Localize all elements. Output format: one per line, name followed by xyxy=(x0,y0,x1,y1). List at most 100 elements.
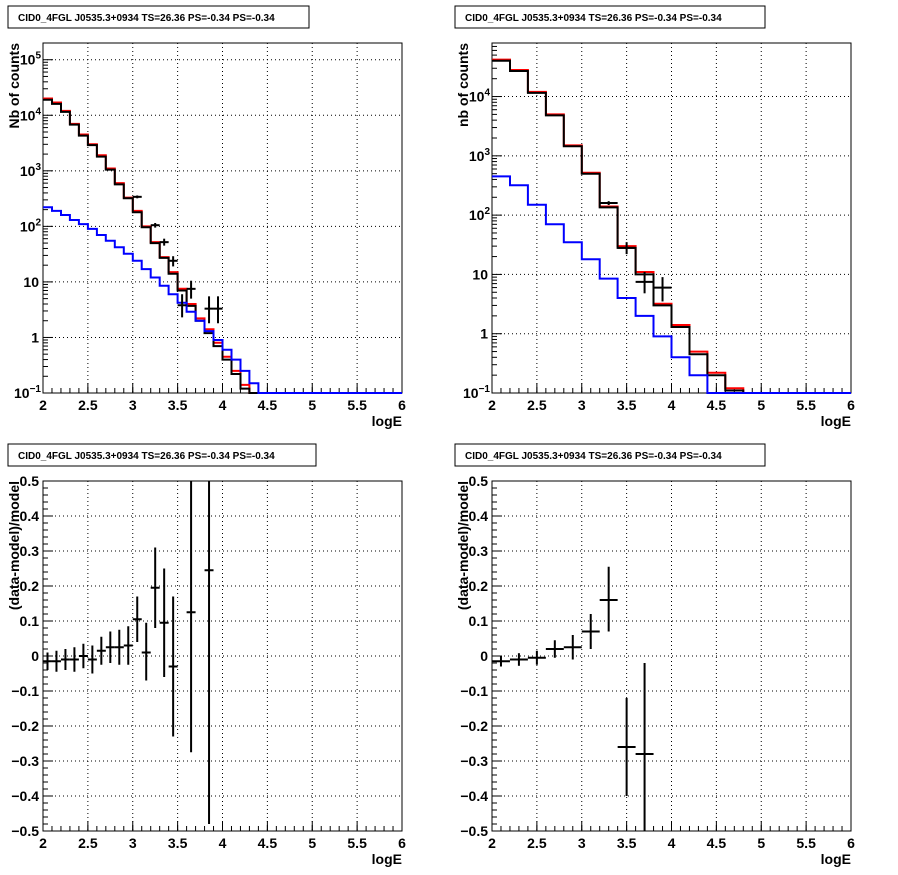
chart-panel-2: CID0_4FGL J0535.3+0934 TS=26.36 PS=-0.34… xyxy=(454,5,855,429)
y-tick-label: 10−1 xyxy=(463,384,490,401)
x-tick-label: 3 xyxy=(578,397,586,413)
plot-frame xyxy=(42,42,403,394)
x-tick-label: 4.5 xyxy=(258,835,278,851)
data-point xyxy=(545,640,564,658)
x-tick-label: 2 xyxy=(488,835,496,851)
y-tick-label: −0.1 xyxy=(460,683,488,699)
y-tick-label: 0.2 xyxy=(20,578,40,594)
y-tick-label: −0.4 xyxy=(11,788,39,804)
x-tick-label: 2 xyxy=(39,397,47,413)
x-tick-label: 4 xyxy=(219,397,227,413)
data-point xyxy=(159,568,169,677)
y-tick-label: 104 xyxy=(469,88,491,105)
y-tick-label: 0.1 xyxy=(20,613,40,629)
y-tick-label: 102 xyxy=(469,206,491,223)
data-point xyxy=(527,650,546,665)
x-tick-label: 3.5 xyxy=(168,835,188,851)
y-tick-label: −0.3 xyxy=(11,753,39,769)
data-point xyxy=(159,238,169,246)
x-tick-label: 4 xyxy=(219,835,227,851)
data-point xyxy=(150,222,160,228)
y-tick-label: 103 xyxy=(20,162,42,179)
data-point xyxy=(635,663,654,831)
chart-panel-1: CID0_4FGL J0535.3+0934 TS=26.36 PS=-0.34… xyxy=(6,5,406,429)
y-tick-label: 0.3 xyxy=(20,543,40,559)
y-tick-label: −0.4 xyxy=(460,788,488,804)
x-tick-label: 3 xyxy=(578,835,586,851)
chart-title: CID0_4FGL J0535.3+0934 TS=26.36 PS=-0.34… xyxy=(18,13,275,24)
x-tick-label: 4.5 xyxy=(258,397,278,413)
data-point xyxy=(204,481,214,824)
data-point xyxy=(186,280,196,299)
x-tick-label: 6 xyxy=(398,835,406,851)
x-tick-label: 3 xyxy=(129,835,137,851)
y-tick-label: 0.3 xyxy=(469,543,489,559)
x-tick-label: 5 xyxy=(757,835,765,851)
data-point xyxy=(114,629,124,665)
series-step-line-3 xyxy=(492,175,851,394)
y-tick-label: 105 xyxy=(20,51,42,68)
y-tick-label: 103 xyxy=(469,147,491,164)
data-point xyxy=(177,294,187,318)
x-tick-label: 6 xyxy=(398,397,406,413)
data-point xyxy=(132,596,142,642)
title-box xyxy=(7,5,310,29)
y-axis-label: (data-model)/model xyxy=(455,481,471,610)
x-axis-label: logE xyxy=(821,413,851,429)
data-point xyxy=(599,201,618,206)
x-tick-label: 5.5 xyxy=(796,397,816,413)
y-tick-label: 0.4 xyxy=(469,508,489,524)
x-tick-label: 5 xyxy=(757,397,765,413)
x-tick-label: 5 xyxy=(308,397,316,413)
x-axis-label: logE xyxy=(372,851,402,867)
x-tick-label: 5 xyxy=(308,835,316,851)
y-tick-label: 0.2 xyxy=(469,578,489,594)
title-box xyxy=(454,443,766,467)
y-tick-label: 0 xyxy=(31,648,39,664)
y-axis-label: Nb of counts xyxy=(6,43,22,129)
data-point xyxy=(509,653,528,666)
data-point xyxy=(78,643,88,669)
data-point xyxy=(105,631,115,663)
x-tick-label: 2.5 xyxy=(78,835,98,851)
data-point xyxy=(599,566,618,632)
y-tick-label: 0.5 xyxy=(469,473,489,489)
y-tick-label: 0.4 xyxy=(20,508,40,524)
x-tick-label: 3 xyxy=(129,397,137,413)
x-axis-label: logE xyxy=(372,413,402,429)
data-point xyxy=(132,195,142,199)
x-tick-label: 5.5 xyxy=(796,835,816,851)
chart-panel-3: CID0_4FGL J0535.3+0934 TS=26.36 PS=-0.34… xyxy=(6,443,406,867)
x-tick-label: 3.5 xyxy=(168,397,188,413)
data-point xyxy=(617,698,636,796)
data-point xyxy=(186,481,196,753)
x-tick-label: 5.5 xyxy=(347,835,367,851)
data-point xyxy=(150,547,160,628)
x-tick-label: 2 xyxy=(488,397,496,413)
y-tick-label: −0.2 xyxy=(11,718,39,734)
x-tick-label: 4.5 xyxy=(707,397,727,413)
data-point xyxy=(96,636,106,665)
data-point xyxy=(563,635,582,660)
y-tick-label: −0.5 xyxy=(460,823,488,839)
data-point xyxy=(60,649,70,670)
data-point xyxy=(87,645,97,674)
x-tick-label: 6 xyxy=(847,397,855,413)
data-point xyxy=(123,626,133,665)
chart-panel-4: CID0_4FGL J0535.3+0934 TS=26.36 PS=-0.34… xyxy=(454,443,855,867)
x-tick-label: 2 xyxy=(39,835,47,851)
title-box xyxy=(7,443,317,467)
y-tick-label: 0.5 xyxy=(20,473,40,489)
data-point xyxy=(617,242,636,255)
x-tick-label: 2.5 xyxy=(78,397,98,413)
x-tick-label: 2.5 xyxy=(527,397,547,413)
y-axis-label: nb of counts xyxy=(455,43,471,127)
data-point xyxy=(43,652,52,670)
y-tick-label: 0 xyxy=(480,648,488,664)
y-tick-label: 1 xyxy=(31,329,39,345)
y-tick-label: −0.1 xyxy=(11,683,39,699)
y-tick-label: 104 xyxy=(20,106,42,123)
x-tick-label: 2.5 xyxy=(527,835,547,851)
y-tick-label: −0.2 xyxy=(460,718,488,734)
y-tick-label: 102 xyxy=(20,217,42,234)
